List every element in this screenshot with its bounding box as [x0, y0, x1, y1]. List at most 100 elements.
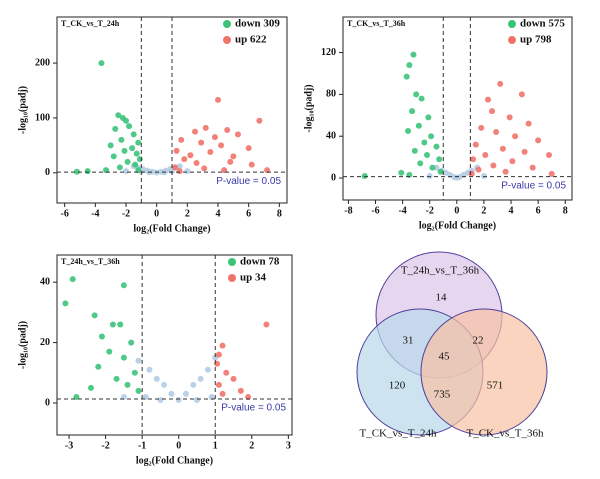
y-tick-label: 80 — [326, 89, 336, 100]
data-point — [98, 333, 105, 340]
data-point — [142, 393, 149, 400]
data-point — [112, 125, 119, 132]
data-point — [482, 152, 489, 159]
data-point — [545, 152, 552, 159]
legend-label: up 798 — [520, 34, 552, 46]
x-tick-label: -4 — [398, 205, 406, 216]
data-point — [499, 145, 506, 152]
data-point — [98, 60, 105, 67]
data-point — [433, 143, 440, 150]
data-point — [107, 142, 114, 149]
data-point — [230, 153, 237, 160]
data-point — [201, 165, 208, 172]
data-point — [120, 393, 127, 400]
legend-swatch — [223, 36, 231, 44]
data-point — [129, 145, 136, 152]
data-point — [168, 390, 175, 397]
legend-swatch — [508, 36, 516, 44]
data-point — [120, 354, 127, 361]
legend-label: down 575 — [520, 18, 565, 30]
data-point — [490, 162, 497, 169]
data-point — [183, 390, 190, 397]
data-point — [124, 158, 131, 165]
plot-frame — [56, 16, 288, 204]
data-point — [521, 148, 528, 155]
x-tick-label: -4 — [91, 208, 99, 219]
x-tick-label: -6 — [371, 205, 379, 216]
legend-label: up 34 — [240, 272, 266, 284]
data-point — [411, 147, 418, 154]
x-tick-label: 0 — [154, 208, 159, 219]
data-point — [91, 312, 98, 319]
data-point — [230, 375, 237, 382]
legend-label: up 622 — [235, 34, 267, 46]
data-point — [215, 381, 222, 388]
venn-set-label: T_24h_vs_T_36h — [401, 265, 480, 277]
data-point — [227, 158, 234, 165]
data-point — [263, 321, 270, 328]
data-point — [73, 393, 80, 400]
data-point — [69, 276, 76, 283]
data-point — [429, 164, 436, 171]
data-point — [506, 114, 513, 121]
data-point — [117, 321, 124, 328]
annotation: P-value = 0.05 — [216, 176, 281, 187]
x-tick-label: 8 — [277, 208, 282, 219]
data-point — [173, 147, 180, 154]
data-point — [110, 153, 117, 160]
data-point — [237, 387, 244, 394]
data-point — [87, 384, 94, 391]
data-point — [197, 375, 204, 382]
data-point — [548, 170, 555, 177]
data-point — [184, 168, 191, 175]
data-point — [424, 152, 431, 159]
data-point — [136, 156, 143, 163]
data-point — [113, 375, 120, 382]
x-tick-label: 0 — [454, 205, 459, 216]
venn-count: 45 — [439, 351, 451, 363]
data-point — [361, 172, 368, 179]
data-point — [484, 96, 491, 103]
data-point — [172, 164, 179, 171]
data-point — [146, 366, 153, 373]
data-point — [256, 117, 263, 124]
data-point — [121, 147, 128, 154]
y-tick-label: 100 — [35, 112, 50, 123]
venn-circle — [420, 308, 548, 436]
data-point — [95, 363, 102, 370]
data-point — [415, 122, 422, 129]
x-tick-label: 2 — [185, 208, 190, 219]
data-point — [207, 148, 214, 155]
data-point — [493, 129, 500, 136]
data-point — [208, 393, 215, 400]
data-point — [224, 127, 231, 134]
data-point — [124, 381, 131, 388]
data-point — [497, 80, 504, 87]
x-tick-label: 0 — [176, 440, 181, 451]
venn-count: 31 — [403, 335, 414, 347]
data-point — [73, 168, 80, 175]
data-point — [218, 142, 225, 149]
legend-label: down 309 — [235, 18, 280, 30]
data-point — [131, 369, 138, 376]
y-axis-label: -log₁₀(padj) — [17, 86, 28, 134]
x-tick-label: 4 — [509, 205, 514, 216]
data-point — [181, 156, 188, 163]
y-tick-label: 40 — [40, 276, 50, 287]
data-point — [118, 136, 125, 143]
data-point — [219, 390, 226, 397]
legend-swatch — [228, 274, 236, 282]
x-tick-label: 6 — [536, 205, 541, 216]
data-point — [410, 51, 417, 58]
x-tick-label: 2 — [481, 205, 486, 216]
data-point — [123, 117, 129, 124]
data-point — [518, 91, 525, 98]
data-point — [106, 348, 113, 355]
data-point — [175, 396, 182, 403]
data-point — [529, 164, 536, 171]
data-point — [234, 131, 241, 138]
y-tick-label: 0 — [45, 397, 50, 408]
data-point — [223, 369, 230, 376]
data-point — [219, 342, 226, 349]
venn-count: 571 — [487, 380, 504, 392]
